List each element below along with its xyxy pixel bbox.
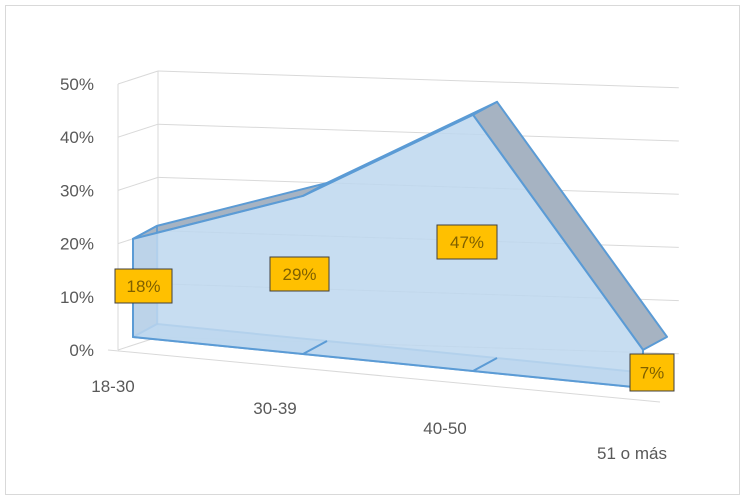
gridline-side: [117, 176, 159, 191]
area-series: [132, 100, 668, 389]
y-tick-label: 0%: [69, 341, 94, 360]
data-label-box: [269, 256, 330, 292]
data-label-box: [436, 224, 498, 260]
x-tick-label: 18-30: [91, 377, 134, 396]
y-tick-label: 20%: [60, 235, 94, 254]
data-label-box: [629, 353, 675, 392]
y-axis-ticks: 0% 10% 20% 30% 40% 50%: [60, 75, 94, 360]
y-tick-label: 50%: [60, 75, 94, 94]
category-divider: [302, 340, 328, 355]
x-tick-label: 40-50: [423, 419, 466, 438]
data-label-box: [114, 268, 173, 304]
area-front-face: [132, 113, 644, 389]
data-label: 7%: [640, 364, 665, 383]
y-tick-label: 30%: [60, 181, 94, 200]
y-tick-label: 10%: [60, 288, 94, 307]
data-labels: 18% 29% 47% 7%: [114, 224, 675, 392]
data-label: 18%: [126, 277, 160, 296]
x-tick-label: 51 o más: [597, 444, 667, 463]
x-tick-label: 30-39: [253, 399, 296, 418]
gridline: [157, 123, 679, 142]
category-divider: [472, 357, 498, 372]
x-axis-ticks: 18-30 30-39 40-50 51 o más: [91, 377, 667, 463]
data-label: 29%: [282, 265, 316, 284]
x-axis-line: [107, 349, 661, 403]
data-label: 47%: [450, 233, 484, 252]
gridline-side: [117, 123, 159, 138]
y-tick-label: 40%: [60, 128, 94, 147]
gridline-side: [117, 70, 159, 85]
gridline: [157, 70, 679, 89]
